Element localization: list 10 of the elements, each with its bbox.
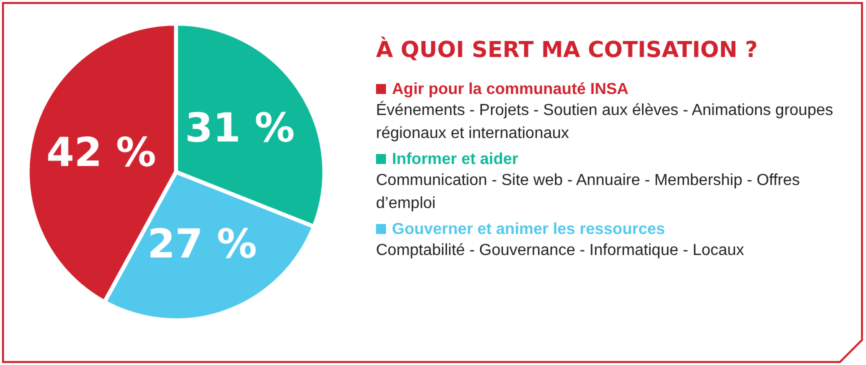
text: Communication - Site web - Annuaire - Membership - Offres d’emploi <box>376 171 801 214</box>
text: Comptabilité - Gouvernance - Informatique - Locaux <box>376 241 746 261</box>
data-label: 31 % <box>184 106 295 152</box>
data-label: 42 % <box>46 130 156 176</box>
text: À QUOI SERT MA COTISATION ? <box>376 38 759 63</box>
legend-label: Gouverner et animer les ressources <box>392 221 666 238</box>
legend-label: Agir pour la communauté INSA <box>392 81 628 98</box>
data-label: 27 % <box>147 222 257 268</box>
text: Événements - Projets - Soutien aux élèves - Animations groupes régionaux et internationaux <box>376 100 834 144</box>
legend-label: Informer et aider <box>392 151 518 168</box>
